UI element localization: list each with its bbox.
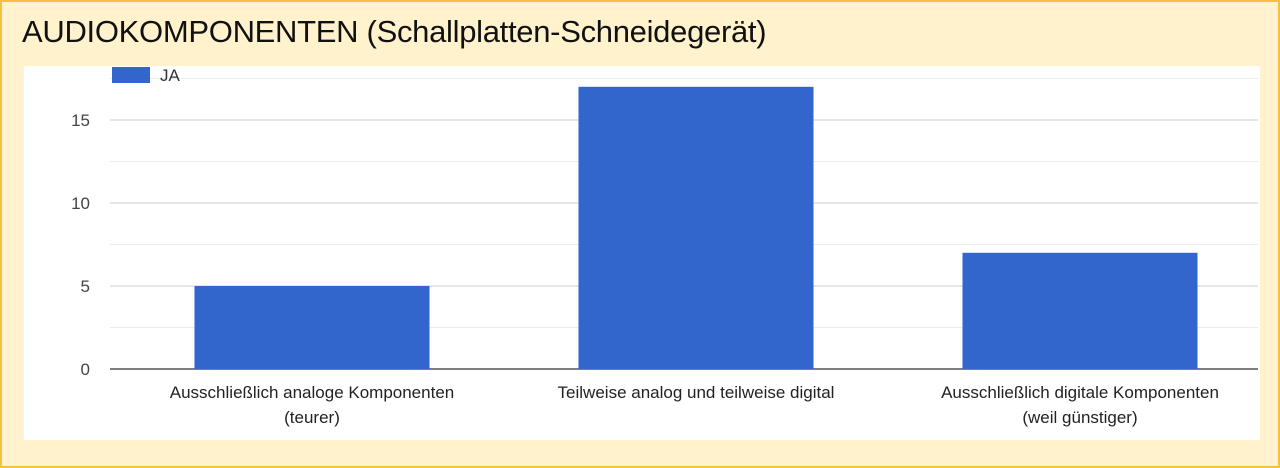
x-tick-label: (weil günstiger) bbox=[1022, 408, 1137, 427]
x-tick-label: Teilweise analog und teilweise digital bbox=[558, 383, 835, 402]
y-tick-label: 0 bbox=[81, 360, 90, 379]
bar-1 bbox=[194, 286, 430, 369]
legend-label: JA bbox=[160, 66, 181, 85]
x-tick-label: Ausschließlich digitale Komponenten bbox=[941, 383, 1219, 402]
bar-3 bbox=[962, 252, 1198, 369]
y-tick-label: 5 bbox=[81, 277, 90, 296]
legend-swatch bbox=[112, 67, 150, 83]
y-tick-label: 10 bbox=[71, 194, 90, 213]
bar-2 bbox=[578, 86, 814, 370]
x-tick-label: (teurer) bbox=[284, 408, 340, 427]
slide-title: AUDIOKOMPONENTEN (Schallplatten-Schneide… bbox=[22, 14, 767, 49]
y-tick-label: 15 bbox=[71, 111, 90, 130]
x-tick-label: Ausschließlich analoge Komponenten bbox=[170, 383, 454, 402]
